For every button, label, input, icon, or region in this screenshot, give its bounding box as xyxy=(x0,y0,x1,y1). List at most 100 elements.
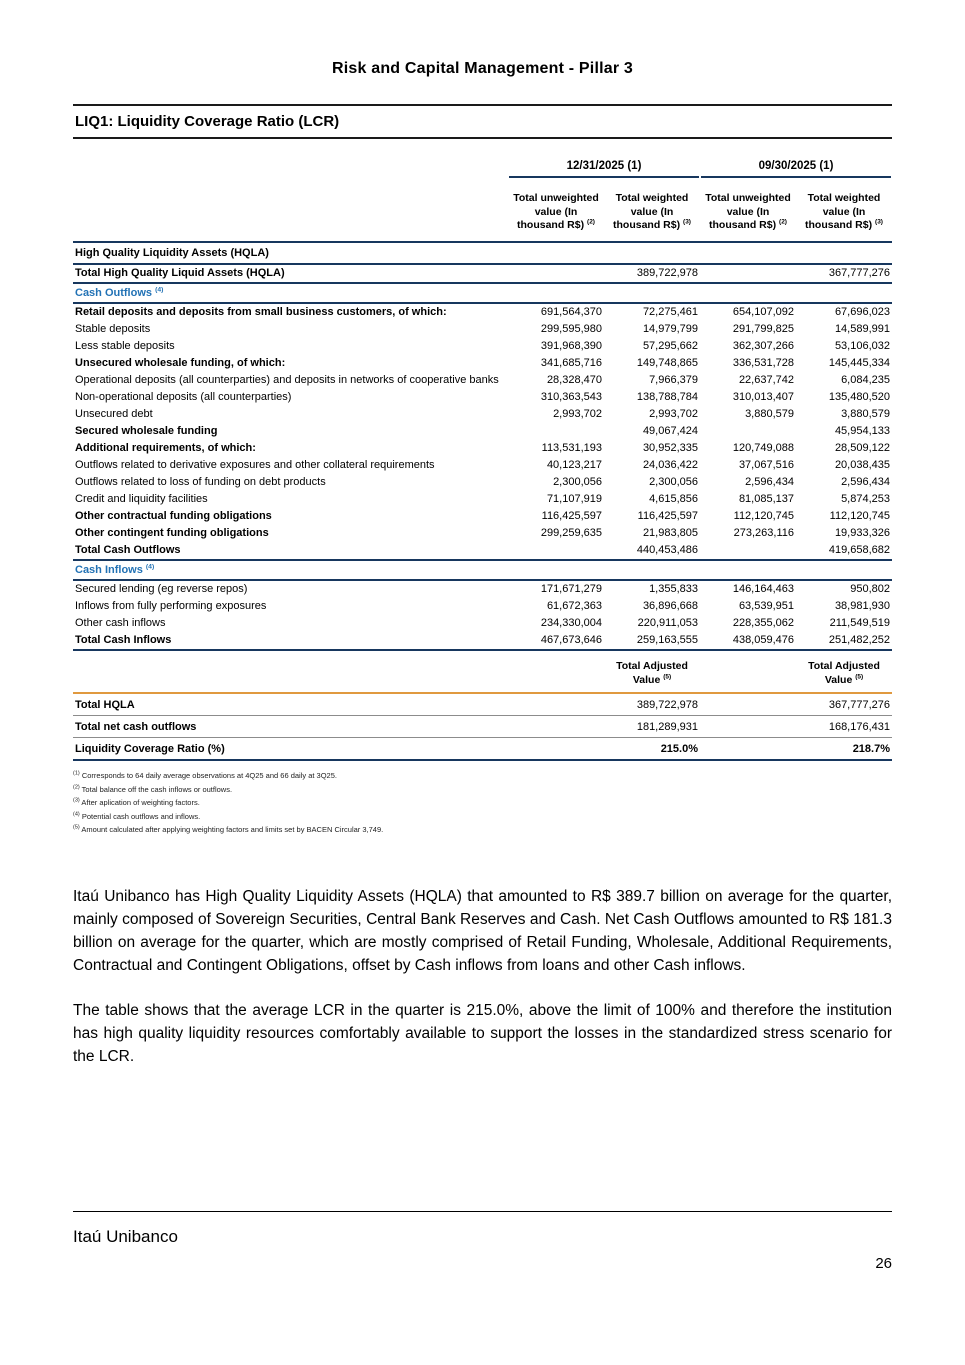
period-header-previous: 09/30/2025 (1) xyxy=(700,157,892,178)
table-row: Secured wholesale funding 49,067,424 45,95… xyxy=(73,423,892,440)
footnote-ref: (3) xyxy=(875,218,883,226)
row-label: Inflows from fully performing exposures xyxy=(75,600,267,613)
summary-label: Total HQLA xyxy=(73,693,508,717)
column-header-text: Total weighted value (In thousand R$) xyxy=(613,192,689,232)
row-value: 389,722,978 xyxy=(636,267,698,280)
row-label: High Quality Liquidity Assets (HQLA) xyxy=(73,240,508,265)
footnote: (3) After aplication of weighting factor… xyxy=(73,797,200,808)
footnote-ref: (2) xyxy=(779,218,787,226)
row-label: Secured lending (eg reverse repos) xyxy=(75,583,248,596)
row-value: 145,445,334 xyxy=(828,357,890,370)
row-value: 2,300,056 xyxy=(649,476,698,489)
footnote: (2) Total balance off the cash inflows o… xyxy=(73,784,233,794)
row-value: 45,954,133 xyxy=(834,425,890,438)
adjusted-header-row: Total Adjusted Value (5) Total Adjusted … xyxy=(73,649,892,695)
row-value: 950,802 xyxy=(850,583,890,596)
page-content: Risk and Capital Management - Pillar 3 L… xyxy=(73,60,892,1069)
row-value: 72,275,461 xyxy=(642,306,698,319)
row-value: 138,788,784 xyxy=(636,391,698,404)
adjusted-value-header-text: Total Adjusted Value xyxy=(808,659,880,686)
lcr-table-summary: Total Adjusted Value (5) Total Adjusted … xyxy=(73,649,892,762)
footnote-ref: (1) xyxy=(73,770,80,777)
row-value: 228,355,062 xyxy=(732,617,794,630)
row-value: 259,163,555 xyxy=(604,631,700,651)
row-value: 113,531,193 xyxy=(541,442,602,455)
row-value: 14,979,799 xyxy=(642,323,698,336)
row-value: 291,799,825 xyxy=(732,323,794,336)
row-value xyxy=(508,240,604,265)
row-value: 2,993,702 xyxy=(553,408,602,421)
column-header-text: Total weighted value (In thousand R$) xyxy=(805,192,881,232)
row-value: 135,480,520 xyxy=(828,391,890,404)
row-value xyxy=(700,281,796,304)
row-value: 3,880,579 xyxy=(841,408,890,421)
row-label: Cash Inflows (4) xyxy=(73,558,508,581)
row-value: 49,067,424 xyxy=(642,425,698,438)
section-title-block: LIQ1: Liquidity Coverage Ratio (LCR) xyxy=(73,104,892,139)
table-row: High Quality Liquidity Assets (HQLA) xyxy=(73,240,892,265)
spacer-cell xyxy=(700,715,796,739)
row-value: 438,059,476 xyxy=(700,631,796,651)
row-value xyxy=(700,264,796,283)
period-header-label: 09/30/2025 (1) xyxy=(701,157,891,178)
row-value xyxy=(796,558,892,581)
table-row: Total Cash Outflows 440,453,486 419,658,68… xyxy=(73,542,892,560)
row-value: 5,874,253 xyxy=(841,493,890,506)
period-header-label: 12/31/2025 (1) xyxy=(509,157,699,178)
spacer-cell xyxy=(508,715,604,739)
row-label: Non-operational deposits (all counterpar… xyxy=(75,391,292,404)
row-label: Total Cash Inflows xyxy=(73,631,508,651)
row-value: 20,038,435 xyxy=(834,459,890,472)
spacer-cell xyxy=(700,649,796,695)
row-value xyxy=(604,240,700,265)
table-row: Stable deposits 299,595,980 14,979,799 291,… xyxy=(73,321,892,338)
row-value: 63,539,951 xyxy=(738,600,794,613)
row-value: 2,993,702 xyxy=(649,408,698,421)
row-value xyxy=(604,558,700,581)
table-row: Credit and liquidity facilities 71,107,91… xyxy=(73,491,892,508)
horizontal-rule xyxy=(73,1211,892,1212)
row-value: 220,911,053 xyxy=(637,617,698,630)
row-value: 467,673,646 xyxy=(508,631,604,651)
row-value: 61,672,363 xyxy=(546,600,602,613)
row-value xyxy=(508,264,604,283)
commentary: Itaú Unibanco has High Quality Liquidity… xyxy=(73,886,892,1069)
row-label: Outflows related to derivative exposures… xyxy=(75,459,435,472)
row-value: 299,259,635 xyxy=(540,527,602,540)
table-row: Cash Outflows (4) xyxy=(73,281,892,304)
table-row: Other cash inflows 234,330,004 220,911,053… xyxy=(73,615,892,632)
row-value: 146,164,463 xyxy=(732,583,794,596)
document-header-title: Risk and Capital Management - Pillar 3 xyxy=(331,60,633,77)
footnote-ref: (3) xyxy=(73,797,80,804)
footer-brand: Itaú Unibanco xyxy=(73,1227,178,1246)
lcr-table-body: High Quality Liquidity Assets (HQLA) Tota… xyxy=(73,240,892,651)
row-value: 22,637,742 xyxy=(738,374,794,387)
body-paragraph: The table shows that the average LCR in … xyxy=(73,1001,892,1065)
row-label: Credit and liquidity facilities xyxy=(75,493,208,506)
row-value xyxy=(508,558,604,581)
table-row: Total High Quality Liquid Assets (HQLA) 3… xyxy=(73,264,892,283)
row-value: 2,596,434 xyxy=(745,476,794,489)
footnote: (4) Potential cash outflows and inflows. xyxy=(73,811,201,821)
row-value: 234,330,004 xyxy=(540,617,602,630)
row-label: Cash Outflows (4) xyxy=(73,281,508,304)
table-row: Outflows related to derivative exposures… xyxy=(73,457,892,474)
summary-value: 181,289,931 xyxy=(604,715,700,739)
footnote-ref: (2) xyxy=(587,218,595,226)
row-value: 24,036,422 xyxy=(642,459,698,472)
row-value xyxy=(508,281,604,304)
row-label: Retail deposits and deposits from small … xyxy=(75,306,447,319)
row-label: Other cash inflows xyxy=(75,617,166,630)
row-value: 53,106,032 xyxy=(834,340,890,353)
table-row: Other contractual funding obligations 116… xyxy=(73,508,892,525)
row-value xyxy=(508,423,604,440)
row-value: 336,531,728 xyxy=(732,357,794,370)
row-label: Other contractual funding obligations xyxy=(75,510,272,523)
spacer-cell xyxy=(508,737,604,762)
row-value xyxy=(604,281,700,304)
summary-label: Liquidity Coverage Ratio (%) xyxy=(73,737,508,762)
column-header: Total weighted value (In thousand R$) (3… xyxy=(604,178,700,242)
row-value: 28,509,122 xyxy=(834,442,890,455)
table-row: Inflows from fully performing exposures 6… xyxy=(73,598,892,615)
